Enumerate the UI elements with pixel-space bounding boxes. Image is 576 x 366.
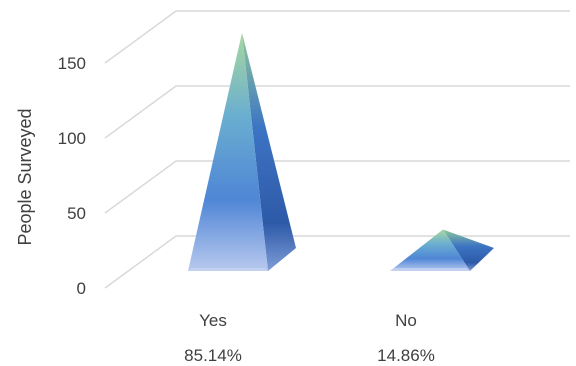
pyramid-side-face [443, 229, 494, 271]
category-label: Yes [199, 311, 227, 330]
pyramids [188, 32, 494, 271]
y-axis-label: People Surveyed [15, 108, 35, 245]
y-axis-ticks: 0 50 100 150 [58, 54, 86, 298]
pyramid-front-face [390, 229, 470, 271]
category-labels: Yes 85.14% No 14.86% [184, 311, 435, 365]
gridline-100 [104, 85, 570, 139]
gridline-50 [104, 160, 570, 214]
gridlines [104, 10, 570, 289]
category-label: No [395, 311, 417, 330]
pyramid-yes [188, 32, 296, 271]
y-tick-label: 100 [58, 129, 86, 148]
y-tick-label: 0 [77, 279, 86, 298]
gridline-0 [104, 235, 570, 289]
pyramid-front-face [188, 32, 268, 271]
pyramid-base-edge [390, 268, 470, 271]
gridline-150 [104, 10, 570, 64]
pyramid-side-face [242, 32, 296, 271]
y-tick-label: 50 [67, 204, 86, 223]
y-tick-label: 150 [58, 54, 86, 73]
pyramid-base-edge [188, 268, 268, 271]
category-percentage: 14.86% [377, 346, 435, 365]
category-percentage: 85.14% [184, 346, 242, 365]
pyramid-no [390, 229, 494, 271]
